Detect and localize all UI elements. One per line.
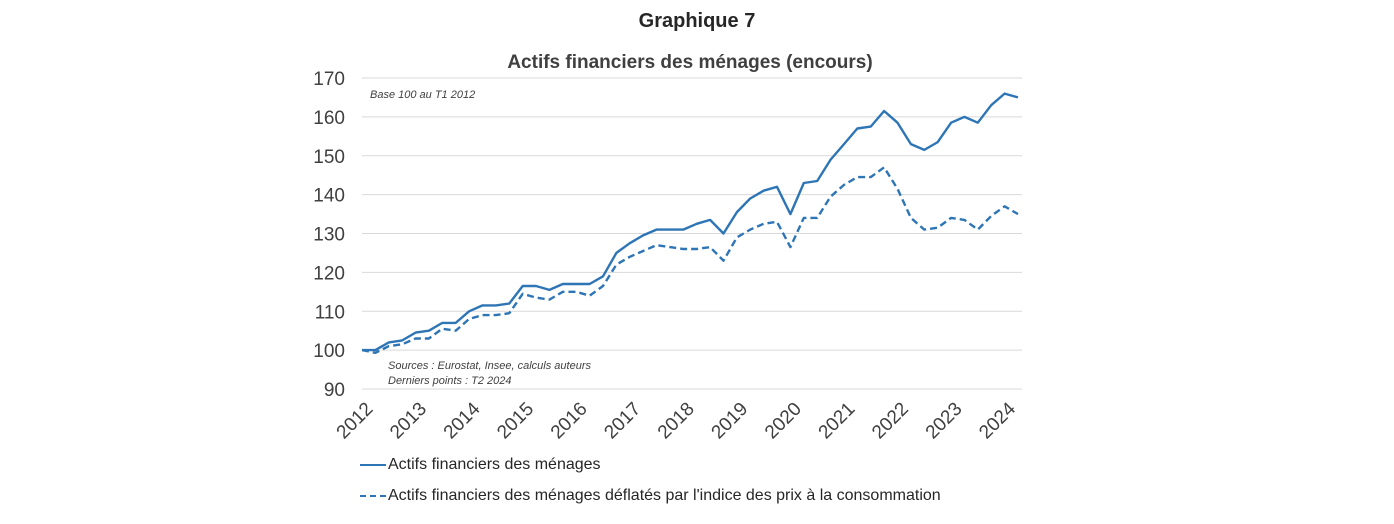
legend-label: Actifs financiers des ménages déflatés p… [388,487,941,504]
base-note: Base 100 au T1 2012 [370,89,475,101]
series-line-deflated [361,166,1019,354]
svg-text:110: 110 [315,302,345,323]
svg-text:2014: 2014 [440,398,485,443]
series-line-nominal [362,92,1019,352]
solid-line-swatch-icon [360,464,386,466]
chart-title: Actifs financiers des ménages (encours) [507,52,873,73]
gridlines [362,77,1022,390]
svg-text:130: 130 [313,225,345,246]
svg-text:2020: 2020 [761,399,806,444]
svg-text:90: 90 [324,380,345,401]
sources-note: Sources : Eurostat, Insee, calculs auteu… [388,360,591,372]
svg-text:170: 170 [313,69,345,90]
svg-text:150: 150 [313,147,345,168]
svg-text:2016: 2016 [547,399,592,444]
svg-text:2022: 2022 [868,399,913,444]
dashed-line-swatch-icon [360,495,386,497]
svg-text:2015: 2015 [493,399,538,444]
svg-text:2019: 2019 [708,399,753,444]
legend-item-nominal: Actifs financiers des ménages [360,456,601,474]
svg-text:2018: 2018 [654,399,699,444]
graph-label: Graphique 7 [638,10,756,32]
svg-text:2012: 2012 [333,399,378,444]
svg-text:2021: 2021 [815,399,860,444]
svg-text:160: 160 [313,108,345,129]
svg-text:140: 140 [313,186,345,207]
svg-text:120: 120 [313,263,345,284]
last-points-note: Derniers points : T2 2024 [388,375,512,387]
y-axis-ticks: 90 100 110 120 130 140 150 160 170 [313,69,345,401]
svg-text:2017: 2017 [600,399,645,444]
legend-item-deflated: Actifs financiers des ménages déflatés p… [360,487,941,505]
x-axis-ticks: 2012 2013 2014 2015 2016 2017 2018 2019 2020 2021… [333,398,1021,443]
svg-text:2024: 2024 [975,398,1020,443]
svg-text:100: 100 [313,341,345,362]
svg-text:2023: 2023 [922,399,967,444]
legend-label: Actifs financiers des ménages [388,456,601,473]
svg-text:2013: 2013 [386,399,431,444]
